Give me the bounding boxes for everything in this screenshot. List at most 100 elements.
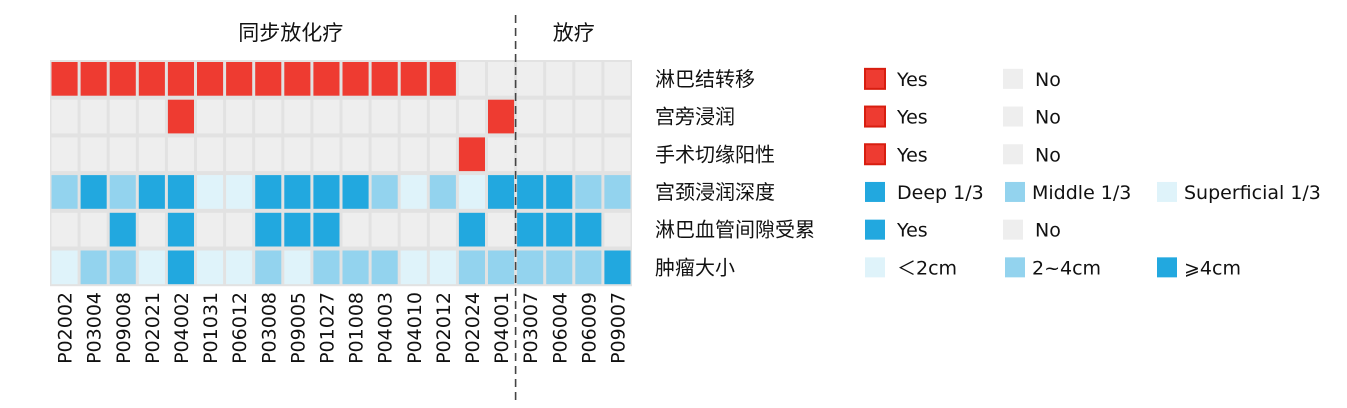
heatmap-cell [284,250,311,285]
heatmap-cell [517,137,544,172]
column-label: P02021 [142,292,164,364]
heatmap-cell [342,175,369,209]
heatmap-cell [255,212,282,247]
column-label: P06004 [549,292,571,364]
legend-swatch [864,67,886,90]
heatmap-cell [109,250,136,285]
heatmap-cell [197,99,224,134]
column-label: P01031 [200,292,222,364]
heatmap-cell [255,175,282,209]
heatmap-cell [400,62,427,96]
heatmap-cell [226,62,253,96]
heatmap-cell [517,175,544,209]
heatmap-cell [488,212,515,247]
legend-label: Middle 1/3 [1032,182,1131,204]
heatmap-cell [458,62,485,96]
legend-swatch [1003,219,1023,240]
heatmap-cell [342,62,369,96]
heatmap-cell [400,212,427,247]
heatmap-cell [371,212,398,247]
legend-swatch [1157,257,1177,278]
heatmap-cell [400,175,427,209]
row-label: 淋巴血管间隙受累 [655,218,815,242]
grid-background [50,60,632,287]
heatmap-cell [604,137,631,172]
legend-swatch [1005,181,1025,202]
heatmap-cell [284,137,311,172]
heatmap-cell [575,137,602,172]
heatmap-cell [138,137,165,172]
heatmap-cell [488,175,515,209]
legend-label: ＜2cm [897,257,957,279]
column-label: P04003 [375,292,397,364]
heatmap-cell [51,62,78,96]
column-label: P03004 [84,292,106,364]
heatmap-cell [167,62,194,96]
heatmap-cell [80,212,107,247]
heatmap-cell [284,175,311,209]
row-label: 手术切缘阳性 [655,142,775,166]
column-label: P03008 [258,292,280,364]
heatmap-cell [546,175,573,209]
heatmap-cell [109,212,136,247]
heatmap-cell [546,250,573,285]
heatmap-cell [546,99,573,134]
heatmap-cell [167,250,194,285]
heatmap-cell [371,175,398,209]
heatmap-cell [371,99,398,134]
heatmap-cell [546,62,573,96]
column-label: P02012 [433,292,455,364]
heatmap-cell [488,137,515,172]
legend-label: Yes [896,69,928,91]
heatmap-cell [80,250,107,285]
heatmap-cell [429,250,456,285]
legend-label: Yes [896,107,928,129]
heatmap-cell [167,137,194,172]
heatmap-cell [138,99,165,134]
legend-label: No [1035,69,1061,91]
column-label: P06009 [578,292,600,364]
legend-swatch [865,257,885,278]
legend-label: No [1035,220,1061,242]
heatmap-cell [488,250,515,285]
heatmap-cell [109,137,136,172]
heatmap-cell [575,99,602,134]
heatmap-cell [313,212,340,247]
heatmap-cell [313,137,340,172]
heatmap-cell [226,212,253,247]
column-label: P01027 [316,292,338,364]
legend-swatch [865,181,885,202]
heatmap-cell [80,62,107,96]
heatmap-cell [429,175,456,209]
heatmap-cell [51,175,78,209]
heatmap-cell [429,99,456,134]
heatmap-cell [400,99,427,134]
heatmap-cell [109,99,136,134]
heatmap-cell [342,137,369,172]
column-label: P02024 [462,292,484,364]
heatmap-cell [255,137,282,172]
heatmap-cell [371,137,398,172]
heatmap-cell [546,212,573,247]
row-label: 肿瘤大小 [655,255,735,279]
legend-swatch [1157,181,1177,202]
heatmap-cell [51,99,78,134]
heatmap-cell [517,99,544,134]
heatmap-cell [197,137,224,172]
column-label: P06012 [229,292,251,364]
heatmap-cell [429,212,456,247]
heatmap-cell [371,62,398,96]
legend-label: ⩾4cm [1184,257,1241,279]
column-label: P04010 [404,292,426,364]
heatmap-cell [546,137,573,172]
heatmap-cell [226,250,253,285]
heatmap-cell [575,175,602,209]
heatmap-cell [604,62,631,96]
heatmap-cell [109,62,136,96]
heatmap-cell [313,250,340,285]
legend-swatch [865,219,885,240]
heatmap-cell [197,212,224,247]
heatmap-cell [517,212,544,247]
